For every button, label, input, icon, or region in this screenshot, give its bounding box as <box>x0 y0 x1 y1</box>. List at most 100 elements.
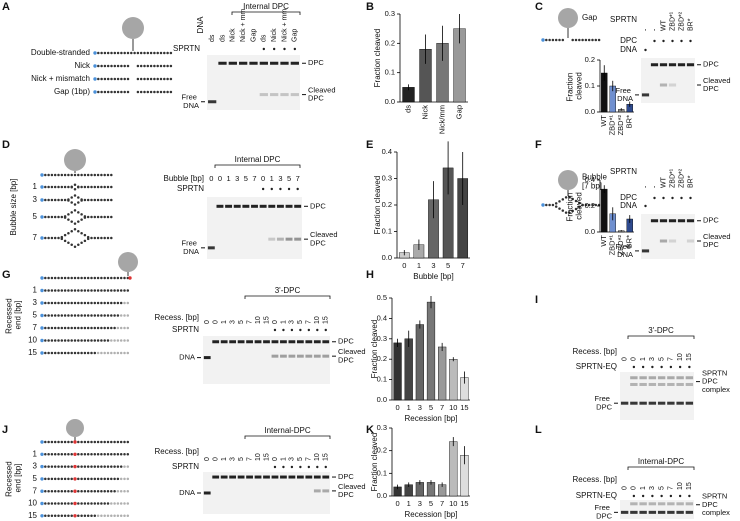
dna-bead <box>93 185 97 189</box>
dna-bead <box>50 314 54 317</box>
gel-band <box>268 204 276 208</box>
dna-bead <box>83 453 87 456</box>
label: 0 <box>209 174 213 183</box>
label: SPRTN <box>610 167 637 176</box>
label: 5 <box>33 212 38 221</box>
gel-band <box>657 382 666 386</box>
dna-bead <box>123 51 126 55</box>
dna-bead <box>116 77 120 81</box>
gel-band <box>276 237 284 241</box>
dna-bead <box>60 237 64 241</box>
dna-bead <box>40 514 44 518</box>
gel-band <box>288 475 296 479</box>
dna-bead <box>126 64 130 68</box>
lane-dot <box>644 48 647 52</box>
dna-bead <box>73 314 77 317</box>
gel-band <box>280 93 289 97</box>
dna-bead <box>116 276 120 280</box>
dna-bead <box>93 90 97 94</box>
dna-bead <box>100 477 103 481</box>
dna-bead <box>53 301 57 305</box>
x-tick-label: Nick <box>420 105 429 120</box>
lane-dot <box>316 465 319 469</box>
label: 10 <box>255 316 262 324</box>
dna-bead <box>93 440 97 444</box>
dna-bead <box>53 502 57 505</box>
dna-bead <box>53 236 57 240</box>
dna-bead <box>53 465 57 468</box>
dna-bead <box>136 90 140 94</box>
dna-bead <box>47 276 50 280</box>
dna-bead <box>83 477 87 481</box>
dna-bead <box>40 276 44 280</box>
dna-bead <box>80 301 83 305</box>
dna-bead <box>67 489 70 493</box>
dna-bead <box>67 231 70 235</box>
dna-bead <box>146 51 150 55</box>
dna-bead <box>106 198 110 202</box>
dna-bead <box>90 477 93 481</box>
label: Recessed end [bp] <box>5 459 23 497</box>
bar <box>449 441 458 497</box>
dna-bead <box>67 199 70 202</box>
dna-bead <box>139 90 143 94</box>
label: Free DNA <box>615 86 633 103</box>
dna-bead <box>86 314 90 317</box>
gel-band <box>296 340 304 344</box>
label: 3'-DPC <box>648 326 674 335</box>
dna-bead <box>139 77 143 81</box>
dna-bead <box>70 314 73 317</box>
dna-bead <box>139 64 143 68</box>
label: Recess. [bp] <box>155 447 199 456</box>
dna-bead <box>53 477 57 481</box>
dna-bead <box>77 196 80 199</box>
dna-bead <box>80 489 83 493</box>
dna-bead <box>47 301 50 305</box>
gel-band <box>216 204 224 208</box>
dna-bead <box>86 289 90 292</box>
dna-bead <box>149 64 153 68</box>
protein <box>558 170 578 190</box>
lane-dot <box>261 187 265 191</box>
gel-band <box>620 510 629 514</box>
x-tick-label: 5 <box>429 499 433 508</box>
dna-bead <box>77 229 80 233</box>
dna-bead <box>53 440 57 444</box>
dna-bead <box>70 229 73 233</box>
label: ds <box>219 34 226 42</box>
dna-bead <box>153 90 156 94</box>
dna-bead <box>96 173 100 177</box>
dna-bead <box>83 173 87 177</box>
dna-bead <box>70 502 73 505</box>
dna-bead <box>119 289 123 292</box>
dna-bead <box>169 77 173 81</box>
dna-bead <box>50 173 54 177</box>
dna-bead <box>73 289 77 292</box>
dna-bead <box>77 477 80 481</box>
dna-bead <box>564 211 568 214</box>
x-tick-label: 7 <box>440 403 444 412</box>
dna-bead <box>574 207 578 211</box>
label: 5 <box>658 486 665 490</box>
lane-dot <box>290 328 294 332</box>
dna-bead <box>93 198 97 202</box>
label: 7 <box>668 357 675 361</box>
dna-bead <box>63 489 67 493</box>
dna-bead <box>44 236 47 240</box>
gel-band <box>630 502 638 506</box>
label: 0 <box>272 320 279 324</box>
gel-band <box>296 354 304 358</box>
dna-bead <box>110 64 113 68</box>
dna-bead <box>106 173 110 177</box>
lane-dot <box>653 196 656 200</box>
gel-band <box>220 475 228 479</box>
dna-bead <box>83 216 87 219</box>
dna-bead <box>80 185 83 189</box>
dna-bead <box>126 326 130 330</box>
dna-bead <box>57 440 60 444</box>
dna-bead <box>126 90 130 94</box>
label: Gap (1bp) <box>54 87 90 96</box>
dna-bead <box>50 215 54 219</box>
dna-bead <box>40 301 44 305</box>
